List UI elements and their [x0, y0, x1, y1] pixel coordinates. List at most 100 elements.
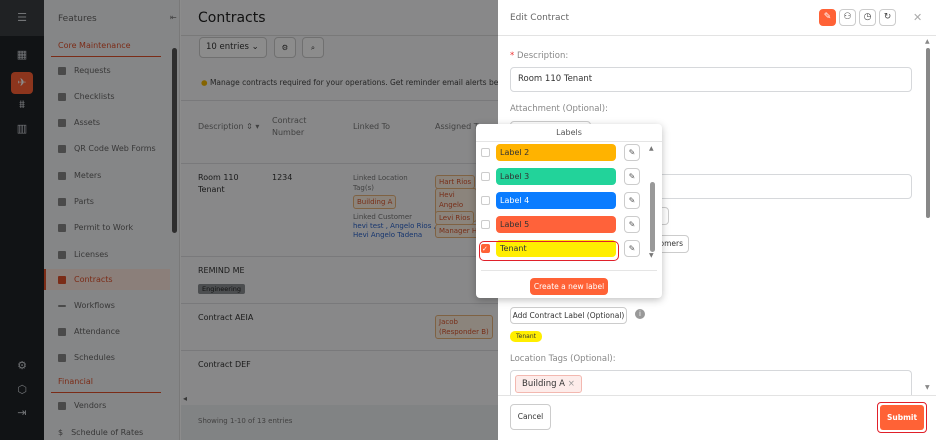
linked-customer-label: Linked Customer [353, 213, 413, 221]
label-checkbox[interactable] [481, 148, 490, 157]
scroll-down-icon[interactable]: ▼ [649, 252, 654, 259]
sidebar-item-parts[interactable]: Parts [58, 197, 94, 206]
submit-highlight [877, 402, 927, 433]
row1-description[interactable]: Room 110 Tenant [198, 173, 239, 194]
logout-icon[interactable]: ⇥ [17, 406, 27, 419]
divider [476, 141, 662, 142]
calendar-icon [58, 353, 66, 362]
row4-description[interactable]: Contract DEF [198, 360, 251, 369]
divider [181, 303, 498, 304]
drawer-scrollbar[interactable] [926, 48, 930, 218]
label-option[interactable]: Label 5 ✎ [476, 216, 662, 234]
description-label: * Description: [510, 51, 568, 61]
col-description[interactable]: Description ⇕ ▾ [198, 122, 260, 131]
sidebar-item-workflows[interactable]: Workflows [58, 301, 115, 310]
sidebar-item-attendance[interactable]: Attendance [58, 327, 120, 336]
refresh-icon[interactable]: ↻ [879, 9, 896, 26]
active-bg [44, 269, 170, 290]
submit-button[interactable]: Submit [880, 405, 924, 430]
filter-button[interactable]: ⚙ [274, 37, 296, 58]
location-tags-input[interactable]: Building A × [510, 370, 912, 400]
popup-scrollbar[interactable] [650, 182, 655, 252]
selected-label-chip: Tenant [510, 331, 542, 342]
col-contract-number[interactable]: Contract Number [272, 116, 307, 137]
label-option[interactable]: Label 3 ✎ [476, 168, 662, 186]
assign-users-icon[interactable]: ⚇ [839, 9, 856, 26]
label: QR Code Web Forms [74, 144, 156, 153]
divider [51, 56, 161, 57]
sidebar-item-permit[interactable]: Permit to Work [58, 223, 133, 232]
sidebar-item-assets[interactable]: Assets [58, 118, 100, 127]
menu-icon[interactable]: ☰ [17, 11, 27, 24]
label-option[interactable]: Label 2 ✎ [476, 144, 662, 162]
close-icon[interactable]: ✕ [913, 11, 923, 24]
edit-icon[interactable]: ✎ [819, 9, 836, 26]
entries-value: 10 entries [206, 42, 249, 52]
sidebar-item-qr[interactable]: QR Code Web Forms [58, 144, 156, 153]
sidebar-item-meters[interactable]: Meters [58, 171, 101, 180]
sidebar-item-licenses[interactable]: Licenses [58, 250, 108, 259]
scrollbar[interactable] [172, 48, 177, 233]
entries-select[interactable]: 10 entries ⌄ [199, 37, 267, 58]
history-icon[interactable]: ◷ [859, 9, 876, 26]
collapse-icon[interactable]: ⇤ [170, 13, 177, 22]
modal-overlay[interactable] [0, 0, 498, 440]
attendance-icon [58, 327, 66, 336]
maintenance-icon[interactable]: ✈ [11, 72, 33, 94]
remove-tag-icon[interactable]: × [567, 379, 575, 389]
label-chip: Label 3 [496, 168, 616, 185]
label-option[interactable]: Label 4 ✎ [476, 192, 662, 210]
label: Licenses [74, 250, 109, 259]
sidebar-item-rates[interactable]: $ Schedule of Rates [58, 428, 143, 437]
scroll-up-icon[interactable]: ▲ [925, 38, 930, 45]
label-option[interactable]: ✓ Tenant ✎ [476, 240, 662, 258]
row3-description[interactable]: Contract AEIA [198, 313, 254, 322]
page-title: Contracts [198, 10, 266, 26]
row1-number: 1234 [272, 173, 293, 182]
col-assigned: Assigned To [435, 122, 483, 131]
create-label-button[interactable]: Create a new label [530, 278, 608, 295]
info-icon[interactable]: i [635, 309, 645, 319]
divider [181, 100, 498, 101]
label: Checklists [74, 92, 115, 101]
search-button[interactable]: ⌕ [302, 37, 324, 58]
dashboard-icon[interactable]: ▦ [16, 48, 28, 61]
row2-description[interactable]: REMIND ME [198, 266, 245, 275]
sidebar-item-checklists[interactable]: Checklists [58, 92, 115, 101]
box-icon[interactable]: ⬡ [17, 383, 27, 396]
label-checkbox[interactable]: ✓ [481, 244, 490, 253]
sidebar-item-requests[interactable]: Requests [58, 66, 111, 75]
label-checkbox[interactable] [481, 220, 490, 229]
divider [481, 270, 657, 271]
edit-label-icon[interactable]: ✎ [624, 192, 640, 209]
attachment-label: Attachment (Optional): [510, 104, 608, 114]
group-financial: Financial [58, 377, 94, 386]
label-checkbox[interactable] [481, 196, 490, 205]
edit-label-icon[interactable]: ✎ [624, 240, 640, 257]
tag-text: Building A [522, 379, 565, 389]
add-contract-label-button[interactable]: Add Contract Label (Optional) [510, 307, 627, 324]
sidebar-item-vendors[interactable]: Vendors [58, 401, 106, 410]
divider [181, 350, 498, 351]
scroll-up-icon[interactable]: ▲ [649, 145, 654, 152]
popup-title: Labels [556, 128, 582, 137]
description-input[interactable]: Room 110 Tenant [510, 67, 912, 92]
sidebar-item-contracts[interactable]: Contracts [58, 275, 113, 284]
divider [181, 256, 498, 257]
settings-icon[interactable]: ⚙ [17, 359, 27, 372]
divider [181, 35, 498, 36]
label: Vendors [74, 401, 107, 410]
analytics-icon[interactable]: ▥ [16, 122, 28, 135]
cancel-button[interactable]: Cancel [510, 404, 551, 430]
scroll-left-icon[interactable]: ◂ [183, 394, 188, 403]
required-icon: * [510, 51, 517, 61]
edit-label-icon[interactable]: ✎ [624, 168, 640, 185]
customers-link[interactable]: hevi test , Angelo Rios , Hevi Angelo Ta… [353, 222, 436, 239]
edit-label-icon[interactable]: ✎ [624, 216, 640, 233]
org-icon[interactable]: ⩩ [19, 98, 25, 111]
scroll-down-icon[interactable]: ▼ [925, 384, 930, 391]
edit-label-icon[interactable]: ✎ [624, 144, 640, 161]
sidebar-item-schedules[interactable]: Schedules [58, 353, 115, 362]
info-banner: ● Manage contracts required for your ope… [201, 78, 545, 87]
label-checkbox[interactable] [481, 172, 490, 181]
